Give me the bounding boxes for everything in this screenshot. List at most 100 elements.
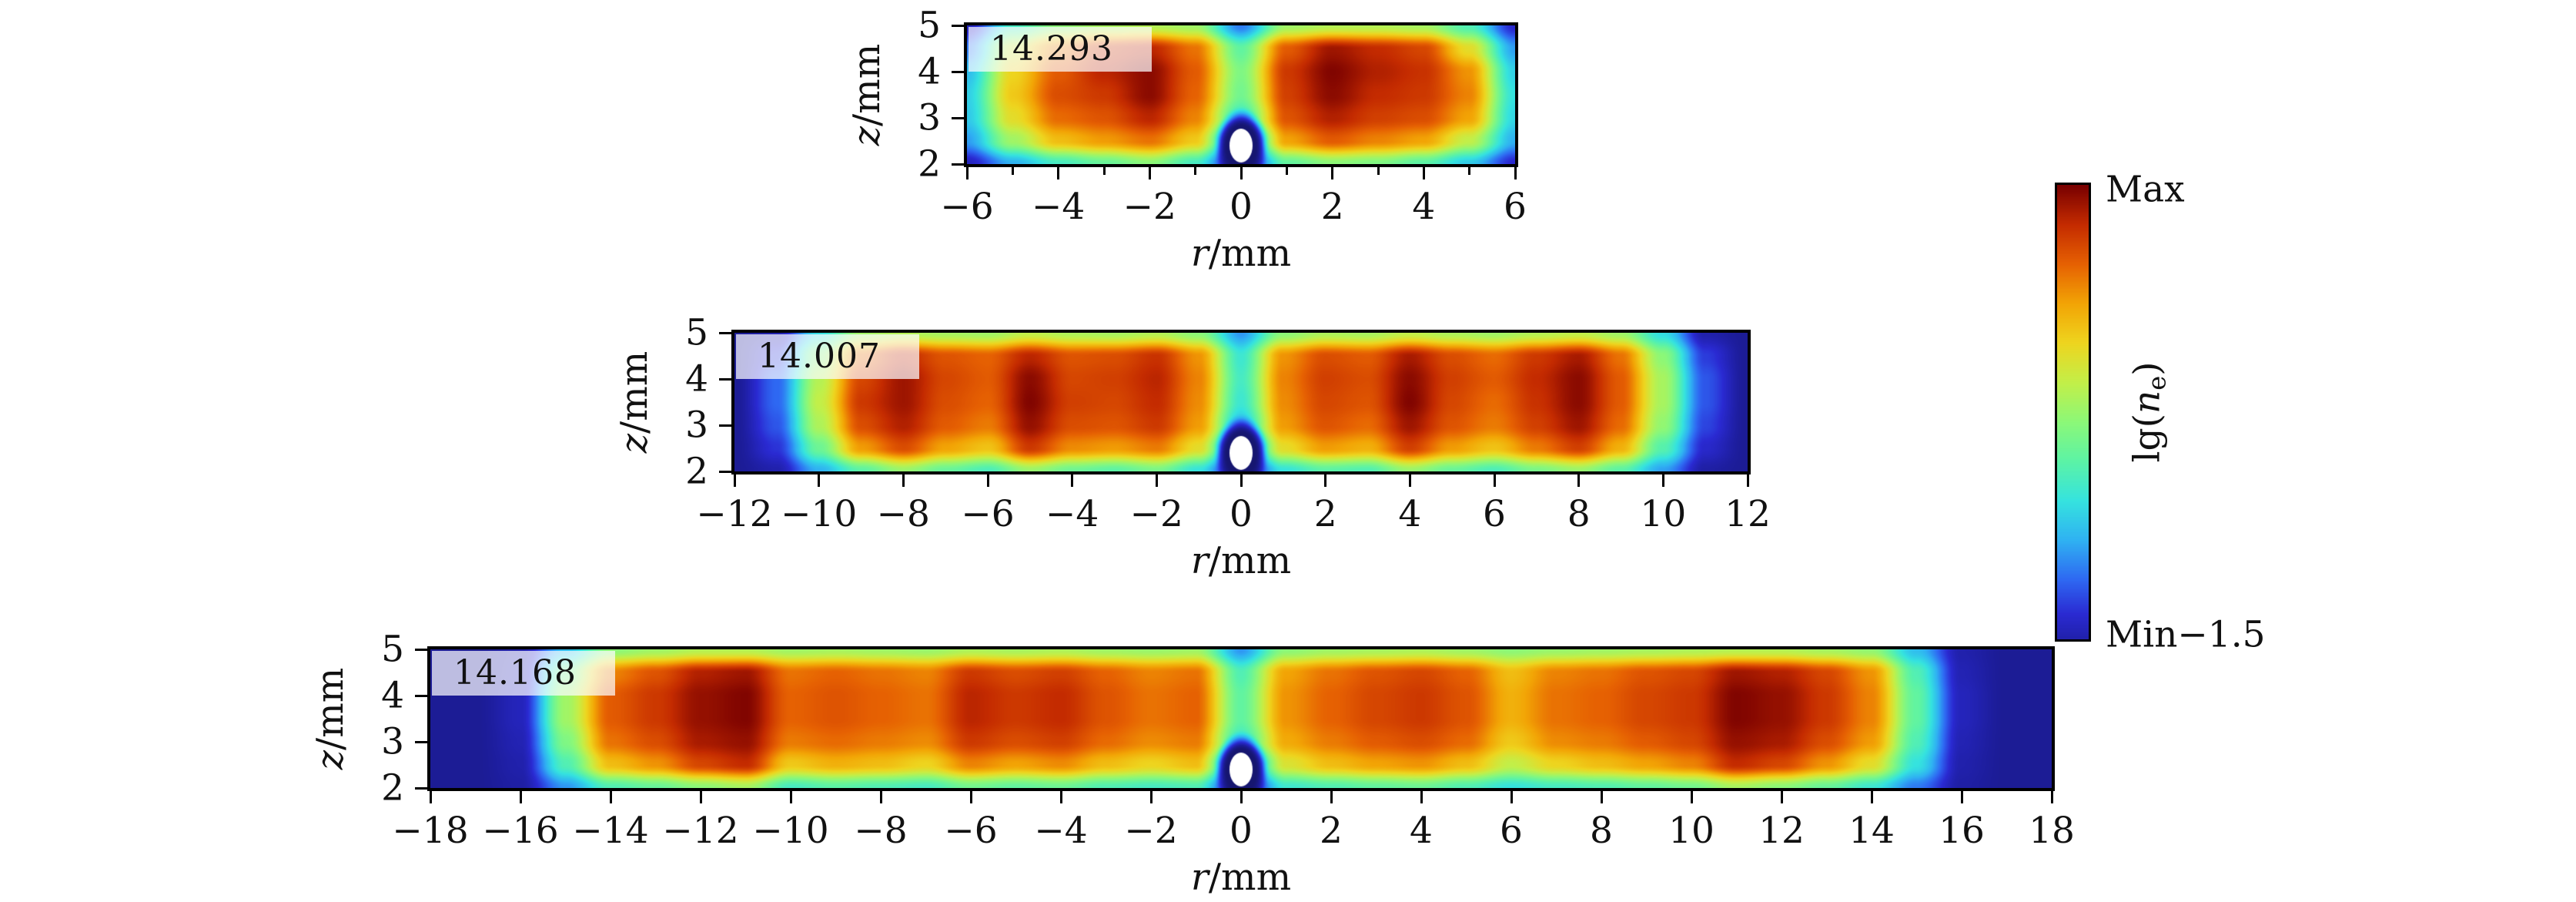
x-major-tick xyxy=(1057,167,1060,179)
z-tick-label: 2 xyxy=(685,450,708,493)
x-tick-label: −4 xyxy=(1032,186,1086,228)
x-tick-label: −18 xyxy=(392,810,469,852)
x-tick-label: −6 xyxy=(940,186,994,228)
x-major-tick xyxy=(1324,474,1327,487)
x-tick-label: −2 xyxy=(1129,493,1183,535)
x-tick-label: 6 xyxy=(1483,493,1506,535)
x-major-tick xyxy=(1577,474,1581,487)
z-tick xyxy=(415,740,427,743)
x-tick-label: 0 xyxy=(1229,810,1253,852)
z-tick-label: 2 xyxy=(381,766,404,810)
colorbar-max-label: Max xyxy=(2106,168,2185,211)
x-major-tick xyxy=(1870,791,1873,803)
y-axis-label: z/mm xyxy=(613,350,656,454)
z-tick xyxy=(415,694,427,697)
z-tick xyxy=(952,116,964,119)
x-major-tick xyxy=(1239,791,1243,803)
z-tick xyxy=(719,424,731,427)
x-major-tick xyxy=(1330,791,1333,803)
panel-value-text: 14.007 xyxy=(758,337,881,376)
x-major-tick xyxy=(1960,791,1963,803)
x-minor-tick xyxy=(1285,167,1288,175)
x-tick-label: 8 xyxy=(1590,810,1613,852)
x-major-tick xyxy=(1493,474,1496,487)
colorbar-min-label: Min−1.5 xyxy=(2106,613,2266,656)
x-major-tick xyxy=(1059,791,1062,803)
z-tick-label: 2 xyxy=(918,143,941,186)
x-major-tick xyxy=(965,167,969,179)
y-axis-label: z/mm xyxy=(309,667,352,770)
z-tick xyxy=(719,377,731,381)
x-tick-label: −10 xyxy=(752,810,829,852)
x-minor-tick xyxy=(1011,167,1014,175)
x-tick-label: 0 xyxy=(1229,186,1253,228)
x-tick-label: 6 xyxy=(1504,186,1527,228)
x-minor-tick xyxy=(1377,167,1380,175)
x-tick-label: −2 xyxy=(1122,186,1176,228)
x-major-tick xyxy=(1420,791,1423,803)
x-tick-label: −16 xyxy=(482,810,559,852)
x-tick-label: 4 xyxy=(1412,186,1436,228)
panel-value-label: 14.007 xyxy=(736,334,919,379)
x-major-tick xyxy=(1155,474,1158,487)
x-major-tick xyxy=(2050,791,2053,803)
x-major-tick xyxy=(1746,474,1749,487)
x-major-tick xyxy=(1239,167,1243,179)
x-tick-label: 4 xyxy=(1410,810,1433,852)
x-major-tick xyxy=(1690,791,1693,803)
panel-value-text: 14.293 xyxy=(990,29,1113,69)
x-tick-label: 10 xyxy=(1640,493,1687,535)
x-major-tick xyxy=(1071,474,1074,487)
x-major-tick xyxy=(1661,474,1664,487)
x-major-tick xyxy=(519,791,522,803)
z-tick xyxy=(952,70,964,73)
x-tick-label: 12 xyxy=(1758,810,1805,852)
x-major-tick xyxy=(1600,791,1603,803)
colorbar-gradient xyxy=(2057,185,2089,639)
x-major-tick xyxy=(818,474,821,487)
x-tick-label: 2 xyxy=(1320,810,1343,852)
x-major-tick xyxy=(986,474,989,487)
x-tick-label: 2 xyxy=(1313,493,1337,535)
x-minor-tick xyxy=(1194,167,1197,175)
colorbar: Max Min−1.5 lg(ne) xyxy=(2055,169,2266,656)
x-major-tick xyxy=(1514,167,1517,179)
x-tick-label: 10 xyxy=(1668,810,1715,852)
z-tick-label: 5 xyxy=(381,628,404,671)
z-tick xyxy=(415,786,427,790)
x-major-tick xyxy=(969,791,972,803)
x-tick-label: 8 xyxy=(1567,493,1591,535)
z-tick-label: 4 xyxy=(381,674,404,717)
x-tick-label: −8 xyxy=(876,493,930,535)
x-tick-label: −12 xyxy=(662,810,739,852)
x-tick-label: −8 xyxy=(854,810,908,852)
x-tick-label: −6 xyxy=(961,493,1015,535)
x-minor-tick xyxy=(1468,167,1471,175)
z-tick-label: 4 xyxy=(918,50,941,93)
x-major-tick xyxy=(733,474,736,487)
panel-value-label: 14.168 xyxy=(432,651,615,696)
panel-value-label: 14.293 xyxy=(969,27,1152,72)
z-tick xyxy=(415,648,427,651)
z-tick-label: 5 xyxy=(685,311,708,354)
x-tick-label: −14 xyxy=(572,810,649,852)
x-tick-label: 6 xyxy=(1500,810,1523,852)
x-tick-label: −4 xyxy=(1045,493,1099,535)
x-major-tick xyxy=(699,791,702,803)
x-axis-label: r/mm xyxy=(1190,856,1292,899)
x-tick-label: 4 xyxy=(1398,493,1422,535)
x-major-tick xyxy=(1148,167,1151,179)
heatmap-panel-bottom: 14.168 −18 −16 −14 −12 −10 −8 −6 −4 −2 0 2 4 6 8 10 12 1… xyxy=(309,629,2075,900)
x-major-tick xyxy=(1780,791,1783,803)
x-tick-label: −12 xyxy=(696,493,773,535)
x-major-tick xyxy=(1510,791,1513,803)
z-tick xyxy=(952,24,964,27)
x-major-tick xyxy=(1408,474,1411,487)
z-tick-label: 4 xyxy=(685,357,708,401)
x-tick-label: 0 xyxy=(1229,493,1253,535)
x-axis-label: r/mm xyxy=(1190,539,1292,582)
x-minor-tick xyxy=(1102,167,1106,175)
